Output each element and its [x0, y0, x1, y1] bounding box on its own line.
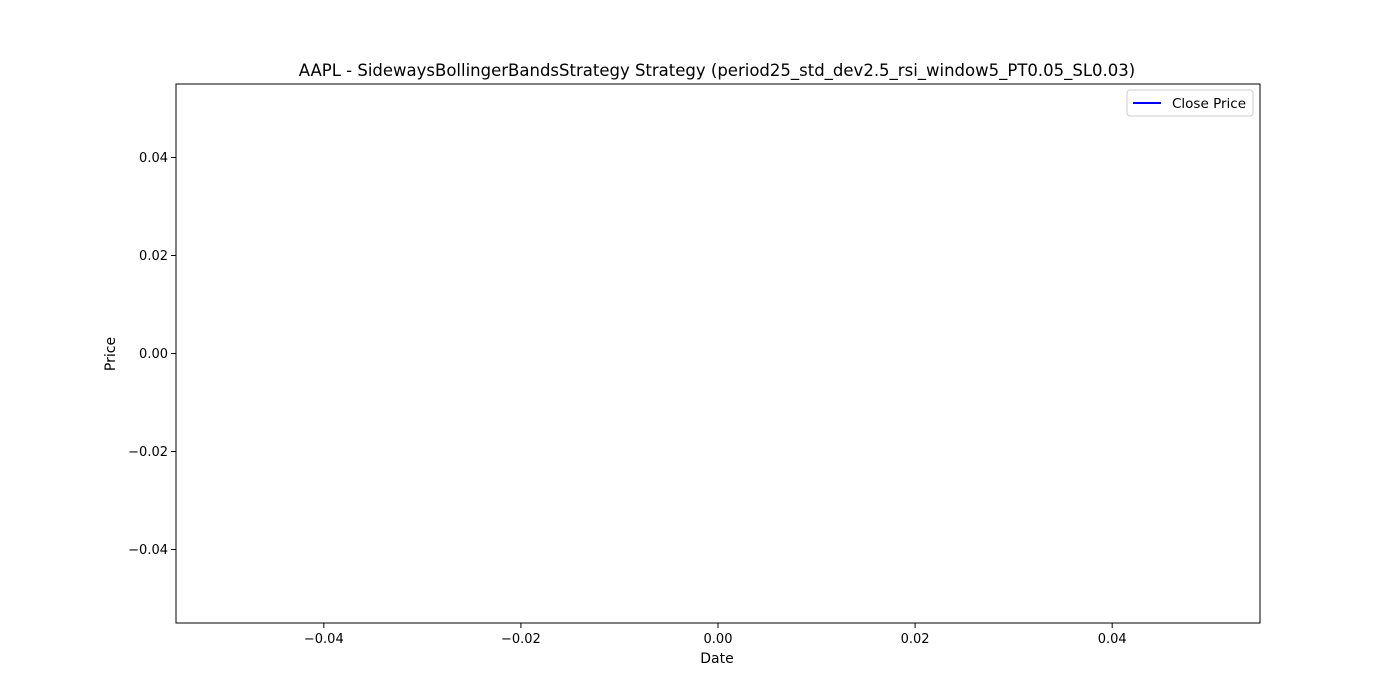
y-axis-label: Price	[103, 337, 119, 371]
y-tick-label: 0.04	[139, 151, 168, 166]
x-tick-label: 0.04	[1098, 632, 1127, 647]
legend-label-close-price: Close Price	[1172, 96, 1246, 112]
x-axis-ticks: −0.04 −0.02 0.00 0.02 0.04	[304, 623, 1127, 647]
legend: Close Price	[1126, 89, 1254, 117]
x-tick-label: −0.02	[501, 632, 541, 647]
chart-title: AAPL - SidewaysBollingerBandsStrategy St…	[299, 61, 1135, 81]
y-axis-ticks: 0.04 0.02 0.00 −0.02 −0.04	[128, 151, 176, 558]
x-axis-label: Date	[700, 651, 733, 667]
x-tick-label: 0.00	[704, 632, 733, 647]
plot-frame	[175, 83, 1261, 624]
y-tick-label: 0.02	[139, 249, 168, 264]
plot-area	[175, 83, 1261, 624]
legend-box	[1126, 89, 1254, 117]
y-tick-label: 0.00	[139, 347, 168, 362]
y-tick-label: −0.02	[128, 445, 168, 460]
x-tick-label: −0.04	[304, 632, 344, 647]
x-tick-label: 0.02	[901, 632, 930, 647]
y-tick-label: −0.04	[128, 543, 168, 558]
